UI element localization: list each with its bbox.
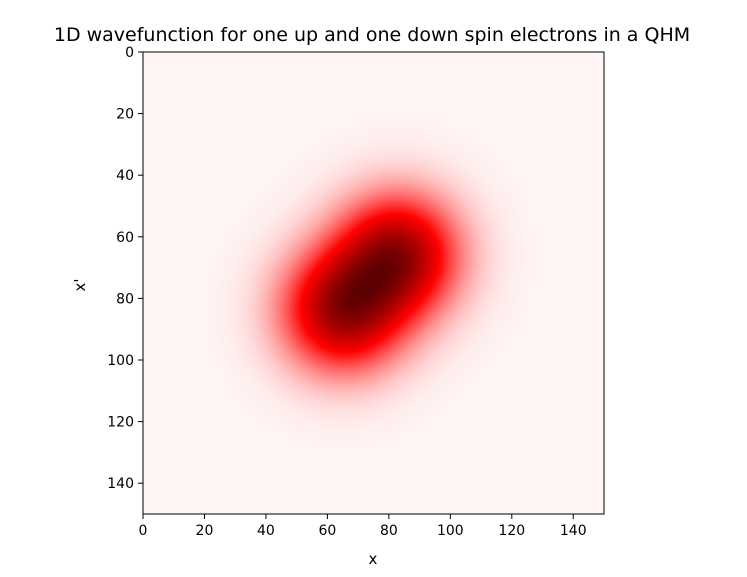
x-tick-label: 140: [560, 523, 587, 539]
plot-area: [142, 51, 605, 515]
chart-title: 1D wavefunction for one up and one down …: [54, 24, 690, 46]
x-tick-label: 40: [257, 523, 275, 539]
x-axis-label: x: [369, 550, 378, 568]
y-tick-label: 140: [107, 476, 134, 492]
y-tick-label: 60: [116, 230, 134, 246]
x-tick-label: 100: [437, 523, 464, 539]
plot-frame: [142, 51, 605, 515]
y-tick-label: 100: [107, 353, 134, 369]
x-tick-label: 20: [196, 523, 214, 539]
y-tick-label: 120: [107, 415, 134, 431]
x-tick-label: 120: [498, 523, 525, 539]
x-tick-label: 80: [380, 523, 398, 539]
y-tick-label: 20: [116, 107, 134, 123]
heatmap-image: [143, 52, 604, 514]
x-tick-label: 60: [318, 523, 336, 539]
y-axis: 0 20 40 60 80 100 120 140: [107, 45, 143, 492]
heatmap-raster: [143, 52, 604, 514]
y-tick-label: 0: [125, 45, 134, 61]
y-tick-label: 80: [116, 291, 134, 307]
y-tick-label: 40: [116, 168, 134, 184]
y-axis-label: x': [71, 278, 89, 291]
x-axis: 0 20 40 60 80 100 120 140: [139, 514, 587, 539]
x-tick-label: 0: [139, 523, 148, 539]
